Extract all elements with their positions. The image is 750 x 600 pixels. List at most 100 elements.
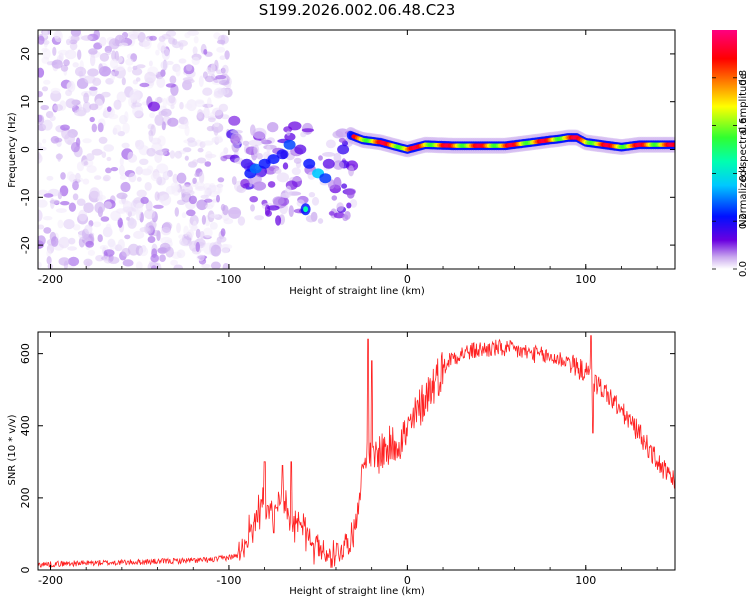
y-tick-label: 0 [19, 146, 32, 153]
heatmap-blob [94, 201, 105, 214]
heatmap-blob [303, 206, 309, 213]
heatmap-blob [113, 99, 122, 110]
heatmap-blob [154, 97, 164, 104]
heatmap-blob [250, 124, 256, 136]
heatmap-blob [151, 265, 157, 269]
heatmap-blob [68, 202, 76, 212]
heatmap-blob [248, 139, 263, 147]
heatmap-blob [70, 142, 80, 153]
heatmap-blob [82, 138, 92, 144]
spectrogram-y-label: Frequency (Hz) [7, 112, 18, 188]
heatmap-blob [46, 175, 54, 181]
heatmap-blob [42, 119, 53, 131]
heatmap-blob [198, 75, 204, 88]
heatmap-blob [303, 158, 316, 169]
colorbar-tick-label: 0.2 [738, 213, 749, 229]
colorbar-tick-label: 0.8 [738, 70, 749, 86]
heatmap-blob [144, 71, 156, 84]
heatmap-blob [43, 79, 51, 85]
heatmap-blob [215, 75, 227, 80]
heatmap-blob [118, 164, 125, 177]
heatmap-blob [109, 241, 117, 250]
heatmap-blob [148, 101, 160, 112]
heatmap-blob [267, 205, 280, 211]
heatmap-blob [250, 204, 255, 212]
spectrogram-x-ticks: -200 -100 0 100 [38, 30, 658, 286]
heatmap-blob [41, 86, 49, 92]
heatmap-blob [103, 174, 111, 182]
snr-plot-area [38, 332, 675, 570]
heatmap-blob [288, 205, 294, 218]
heatmap-blob [46, 256, 52, 265]
heatmap-blob [82, 101, 92, 113]
heatmap-blob [72, 193, 79, 201]
heatmap-blob [207, 97, 212, 109]
heatmap-blob [51, 59, 63, 69]
heatmap-blob [221, 114, 230, 120]
heatmap-blob [38, 224, 45, 230]
heatmap-blob [192, 220, 197, 231]
heatmap-blob [58, 257, 70, 266]
heatmap-blob [38, 114, 45, 125]
heatmap-blob [38, 142, 42, 147]
heatmap-blob [342, 214, 349, 222]
heatmap-blob [178, 234, 185, 239]
heatmap-blob [91, 148, 103, 156]
heatmap-blob [202, 71, 208, 79]
snr-y-ticks: 0 200 400 600 [19, 343, 675, 574]
heatmap-blob [38, 153, 43, 164]
heatmap-blob [325, 139, 336, 149]
heatmap-blob [113, 124, 122, 133]
heatmap-blob [144, 208, 156, 220]
heatmap-blob [58, 236, 70, 249]
heatmap-blob [266, 145, 271, 153]
heatmap-blob [201, 263, 211, 269]
heatmap-blob [38, 199, 48, 208]
heatmap-blob [101, 151, 107, 158]
heatmap-blob [83, 161, 89, 166]
heatmap-blob [184, 155, 189, 161]
heatmap-blob [140, 196, 149, 204]
heatmap-blob [231, 176, 237, 185]
heatmap-cells [38, 30, 675, 269]
heatmap-blob [228, 209, 241, 215]
heatmap-blob [184, 103, 193, 109]
heatmap-blob [195, 228, 201, 239]
heatmap-blob [99, 245, 109, 250]
y-tick-label: 400 [19, 415, 32, 436]
heatmap-blob [196, 199, 208, 211]
heatmap-blob [154, 191, 160, 201]
heatmap-blob [57, 153, 62, 162]
heatmap-blob [332, 130, 344, 139]
heatmap-blob [49, 199, 60, 204]
heatmap-blob [343, 188, 356, 196]
heatmap-blob [192, 177, 197, 184]
heatmap-blob [127, 151, 135, 163]
x-tick-label: 100 [575, 574, 596, 587]
heatmap-blob [282, 162, 289, 170]
heatmap-blob [149, 35, 157, 41]
heatmap-blob [267, 181, 276, 188]
heatmap-blob [254, 215, 264, 221]
heatmap-blob [50, 87, 61, 94]
colorbar-tick-label: 0.6 [738, 118, 749, 134]
heatmap-blob [283, 139, 296, 150]
heatmap-blob [176, 222, 181, 234]
heatmap-blob [230, 129, 243, 134]
heatmap-blob [103, 144, 115, 152]
heatmap-blob [147, 236, 156, 243]
colorbar-tick-label: 0.4 [738, 165, 749, 181]
heatmap-blob [185, 63, 193, 72]
heatmap-blob [110, 167, 119, 172]
heatmap-blob [49, 115, 56, 122]
heatmap-blob [138, 246, 149, 257]
heatmap-blob [200, 194, 209, 199]
heatmap-blob [214, 135, 223, 143]
heatmap-blob [187, 229, 194, 238]
heatmap-blob [221, 64, 229, 75]
heatmap-blob [121, 77, 126, 86]
heatmap-blob [249, 163, 262, 174]
heatmap-blob [184, 32, 191, 39]
heatmap-blob [196, 254, 205, 262]
heatmap-blob [63, 59, 70, 67]
